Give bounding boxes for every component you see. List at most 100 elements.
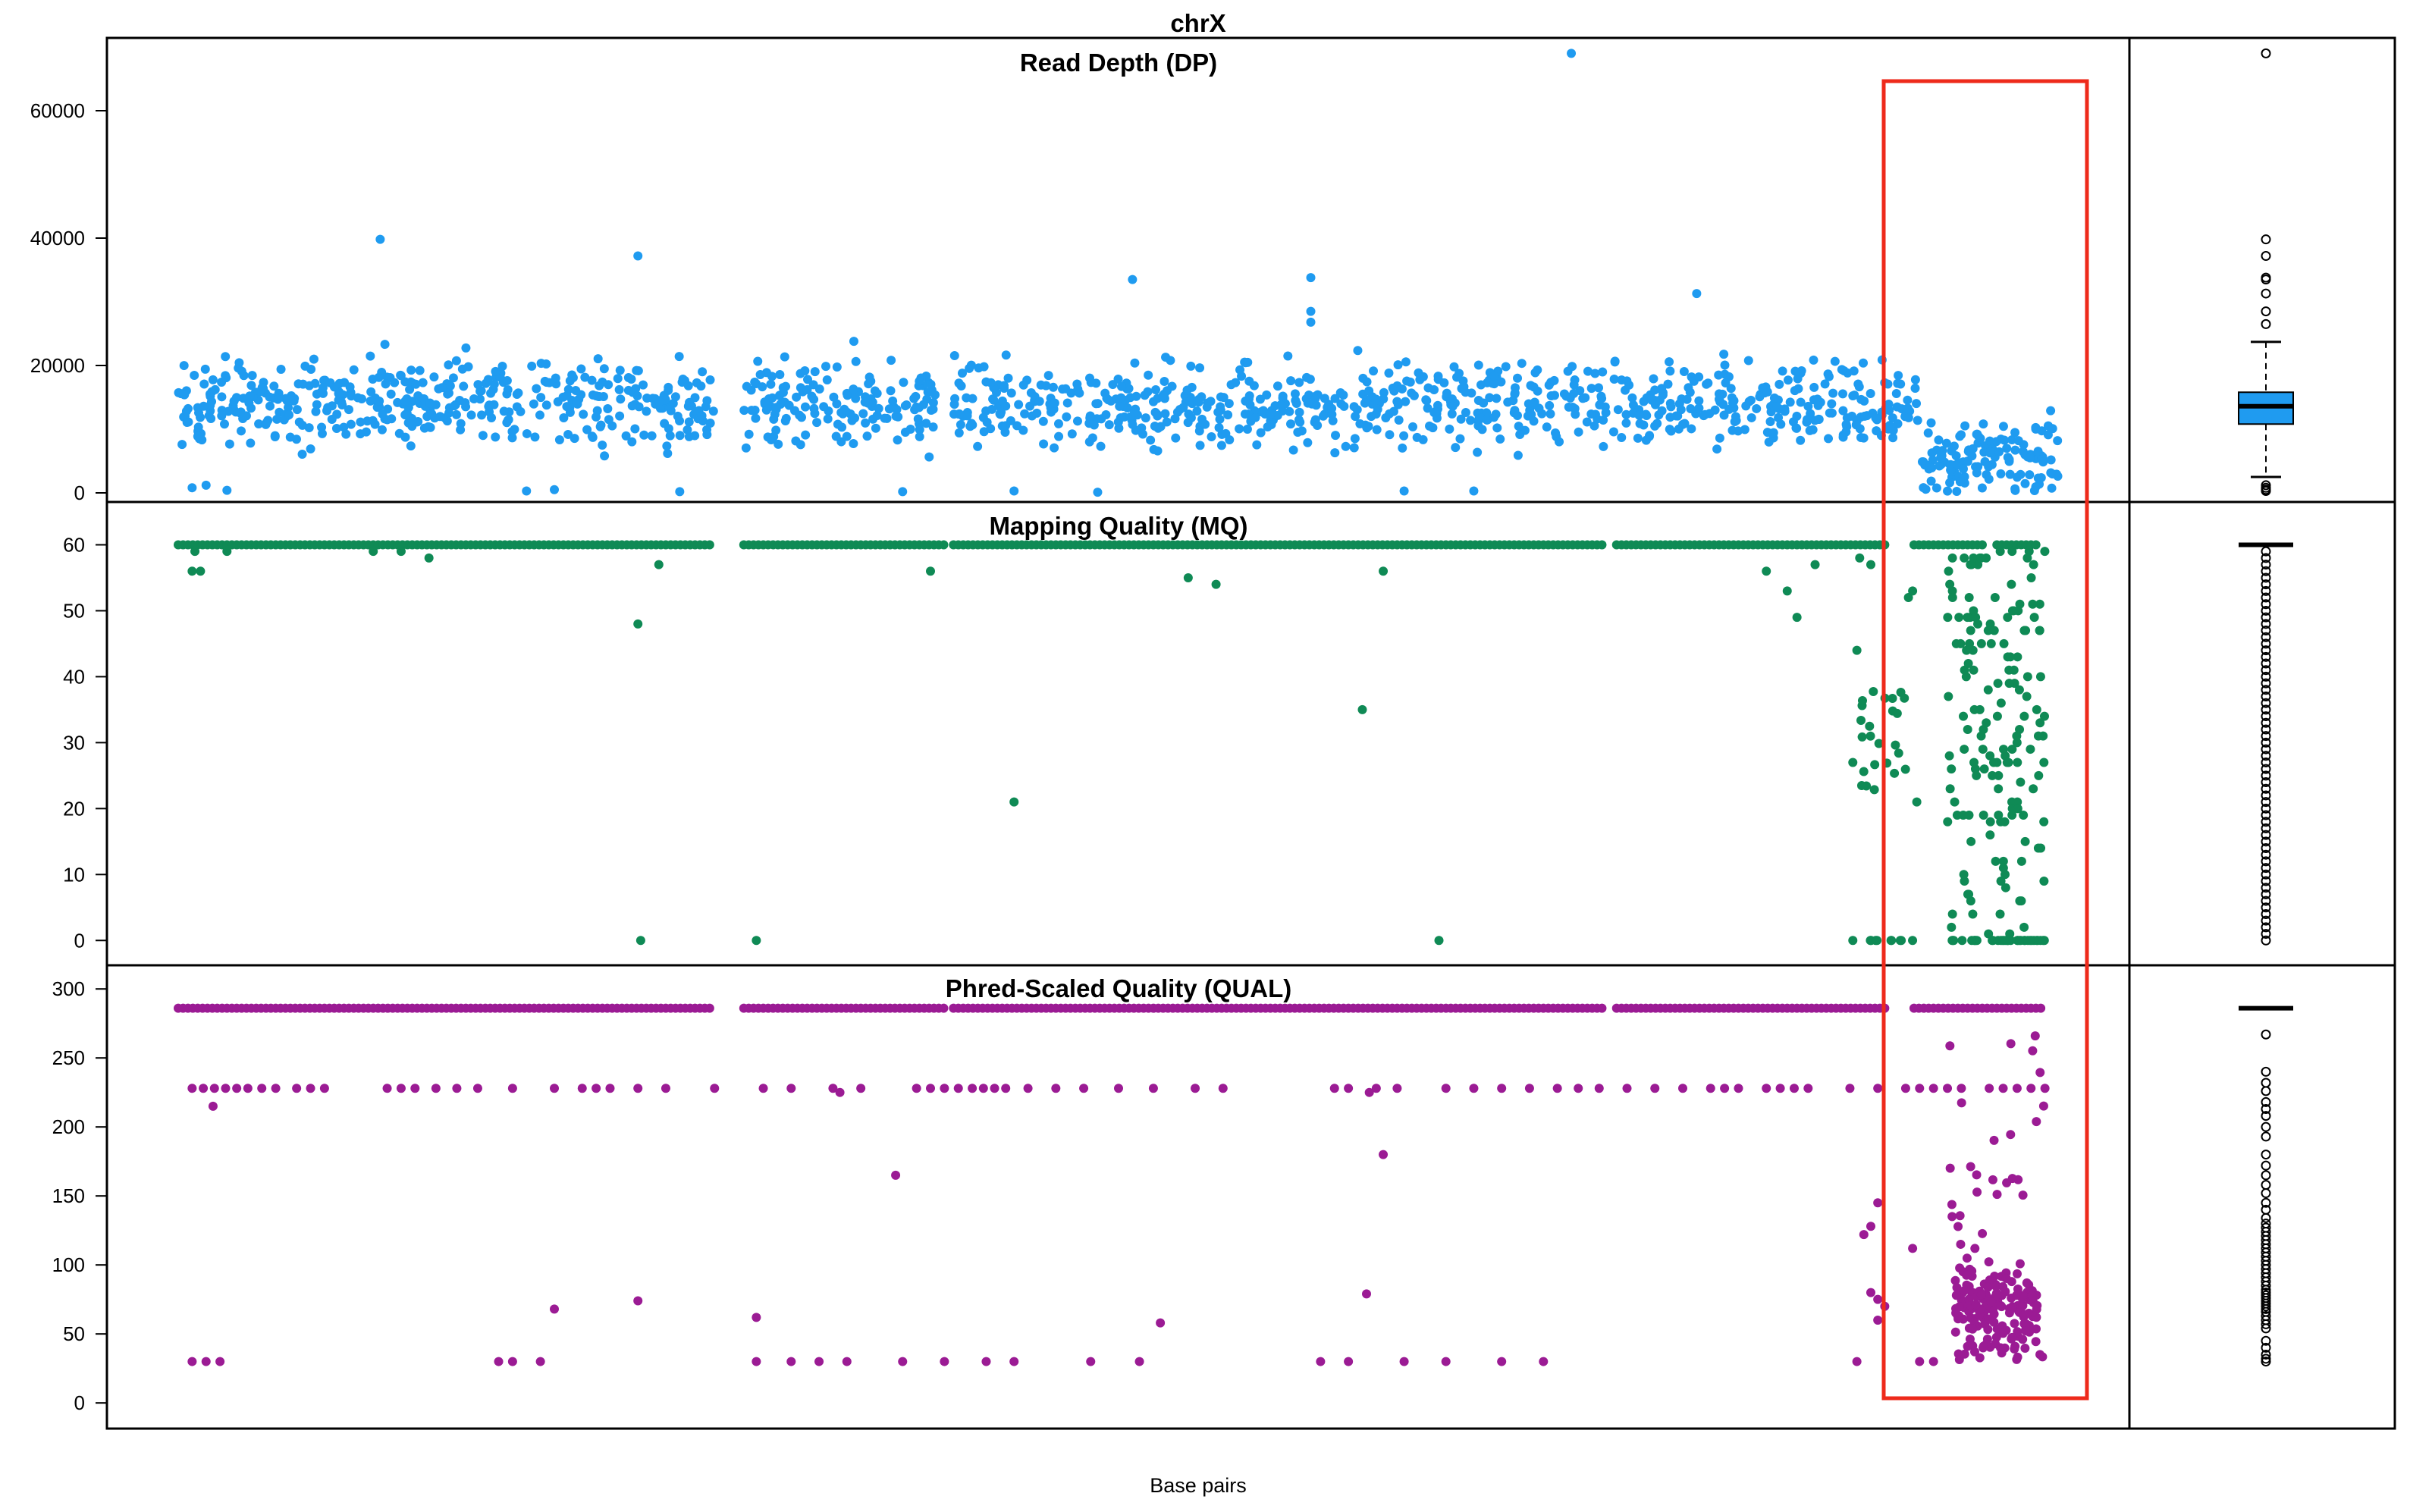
data-point bbox=[2016, 856, 2026, 866]
data-point bbox=[1291, 396, 1301, 406]
data-point bbox=[1888, 433, 1898, 443]
data-point bbox=[1972, 1170, 1982, 1180]
data-point bbox=[346, 419, 356, 429]
boxplot-outlier bbox=[2261, 1104, 2271, 1115]
data-point bbox=[1621, 409, 1631, 419]
data-point bbox=[1647, 394, 1657, 404]
data-point bbox=[1161, 353, 1171, 362]
data-point bbox=[2016, 896, 2026, 906]
data-point bbox=[1873, 1294, 1883, 1304]
data-point bbox=[900, 401, 910, 411]
data-point bbox=[1381, 413, 1391, 422]
data-point bbox=[2000, 1343, 2010, 1353]
boxplot-outlier bbox=[2261, 1303, 2271, 1314]
data-point bbox=[1039, 439, 1049, 449]
data-point bbox=[1958, 464, 1968, 474]
data-point bbox=[2019, 1310, 2029, 1319]
data-point bbox=[1793, 384, 1803, 394]
boxplot-outlier bbox=[2261, 908, 2271, 919]
data-point bbox=[502, 376, 512, 386]
outer-frame bbox=[105, 36, 2396, 1430]
data-point bbox=[592, 391, 601, 401]
data-point bbox=[179, 390, 189, 400]
boxplot-outlier bbox=[2261, 1280, 2271, 1291]
data-point bbox=[1580, 393, 1590, 403]
data-point bbox=[1546, 391, 1556, 400]
data-point bbox=[1414, 368, 1423, 378]
data-point bbox=[2026, 572, 2036, 582]
data-point bbox=[1998, 1281, 2008, 1291]
data-point bbox=[751, 413, 761, 423]
data-point bbox=[1051, 1084, 1061, 1093]
data-point bbox=[325, 378, 335, 387]
data-point bbox=[1089, 420, 1099, 430]
data-point bbox=[1567, 403, 1577, 413]
data-point bbox=[800, 402, 810, 412]
y-tick-label: 60 bbox=[63, 533, 85, 556]
data-point bbox=[1988, 770, 1997, 780]
data-point bbox=[1449, 362, 1459, 372]
data-point bbox=[1999, 638, 2009, 648]
data-point bbox=[760, 397, 770, 407]
data-point bbox=[1884, 421, 1894, 431]
data-point bbox=[1912, 797, 1922, 807]
data-point bbox=[587, 375, 597, 385]
data-point bbox=[580, 372, 590, 382]
data-point bbox=[1893, 419, 1903, 428]
data-point bbox=[1545, 409, 1555, 419]
data-point bbox=[536, 393, 546, 403]
data-point bbox=[1915, 1084, 1925, 1093]
data-point bbox=[375, 234, 385, 244]
data-point bbox=[2013, 758, 2022, 767]
data-point bbox=[1886, 936, 1896, 946]
data-point bbox=[1941, 438, 1951, 448]
data-point bbox=[752, 936, 761, 946]
data-point bbox=[563, 384, 573, 394]
data-point bbox=[2039, 817, 2049, 827]
data-point bbox=[1195, 441, 1205, 450]
data-point bbox=[1872, 426, 1881, 436]
data-point bbox=[1006, 416, 1015, 425]
data-point bbox=[2018, 447, 2028, 456]
data-point bbox=[1769, 393, 1779, 403]
data-point bbox=[1996, 876, 2006, 886]
data-point bbox=[1809, 395, 1818, 405]
data-point bbox=[522, 486, 532, 496]
data-point bbox=[940, 1357, 949, 1366]
data-point bbox=[662, 441, 672, 451]
data-point bbox=[291, 434, 301, 444]
data-point bbox=[1243, 357, 1253, 367]
data-point bbox=[1762, 1084, 1771, 1093]
data-point bbox=[1985, 447, 1995, 456]
data-point bbox=[842, 388, 852, 398]
data-point bbox=[792, 392, 802, 402]
data-point bbox=[530, 432, 540, 442]
data-point bbox=[814, 1357, 824, 1366]
data-point bbox=[1954, 1311, 1964, 1321]
data-point bbox=[1288, 445, 1298, 455]
data-point bbox=[2040, 1084, 2050, 1093]
data-point bbox=[323, 403, 333, 413]
data-point bbox=[2029, 784, 2038, 794]
data-point bbox=[752, 1313, 761, 1322]
data-point bbox=[2039, 758, 2049, 767]
data-point bbox=[1211, 579, 1221, 589]
boxplot-outlier bbox=[2261, 671, 2271, 682]
data-point bbox=[193, 422, 203, 432]
data-point bbox=[1998, 422, 2008, 431]
data-point bbox=[912, 402, 921, 412]
data-point bbox=[1551, 428, 1561, 438]
data-point bbox=[1129, 406, 1139, 416]
data-point bbox=[1974, 431, 1984, 441]
boxplot-outlier bbox=[2261, 665, 2271, 676]
boxplot-outlier bbox=[2261, 234, 2271, 245]
data-point bbox=[665, 431, 675, 441]
data-point bbox=[587, 431, 597, 441]
data-point bbox=[1871, 413, 1881, 423]
data-point bbox=[1869, 785, 1879, 795]
data-point bbox=[1023, 1084, 1033, 1093]
boxplot-outlier bbox=[2261, 1323, 2271, 1334]
data-point bbox=[1992, 1190, 2002, 1200]
data-point bbox=[769, 431, 779, 441]
data-point bbox=[928, 404, 938, 414]
